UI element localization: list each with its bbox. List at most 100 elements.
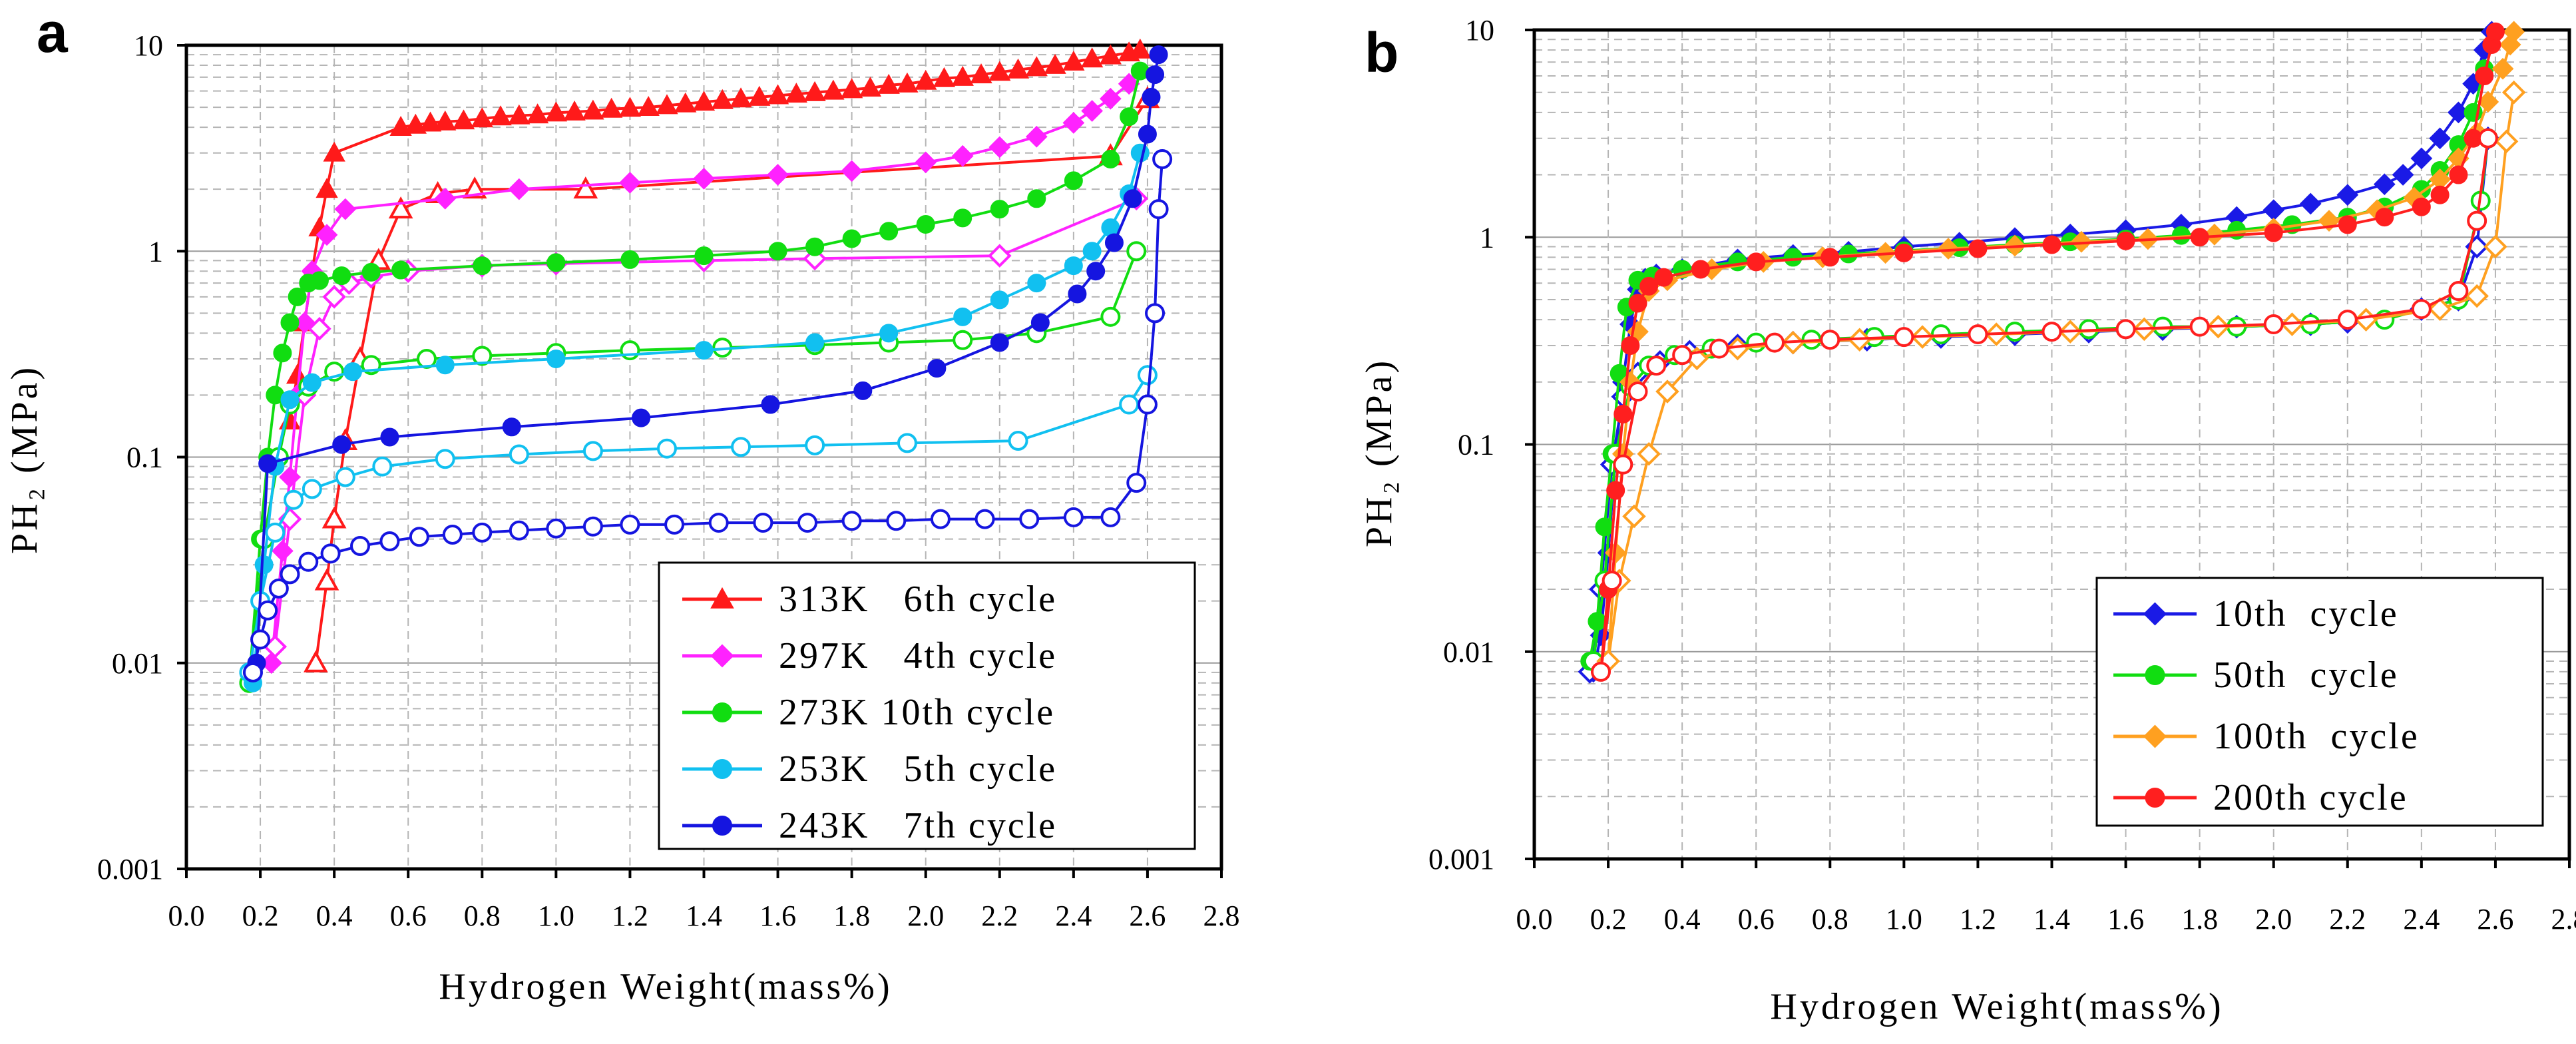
data-point-desorption (953, 330, 973, 350)
panel-a-letter: a (37, 1, 69, 64)
data-point-absorption (951, 144, 974, 167)
data-point-absorption (990, 200, 1009, 219)
series-5 (242, 45, 1173, 682)
data-point-desorption (1100, 507, 1121, 527)
data-point-absorption (389, 116, 412, 136)
legend-entry: 313K 6th cycle (682, 579, 1057, 620)
x-tick-label: 2.0 (2255, 903, 2292, 935)
series-line-absorption (270, 83, 1130, 663)
x-tick-label: 1.4 (2034, 903, 2070, 935)
data-point-absorption (343, 362, 362, 382)
data-point-absorption (1123, 189, 1142, 208)
data-point-desorption (1894, 327, 1914, 348)
data-point-absorption (1130, 143, 1150, 162)
data-point-absorption (280, 313, 300, 332)
data-point-desorption (886, 511, 907, 531)
data-point-absorption (380, 427, 399, 447)
data-point-desorption (2501, 80, 2526, 105)
legend-marker (712, 759, 732, 779)
data-point-desorption (435, 449, 455, 469)
x-tick-label: 2.6 (2477, 903, 2513, 935)
data-point-absorption (1654, 268, 1673, 287)
data-point-desorption (1119, 394, 1140, 415)
data-point-absorption (879, 222, 899, 241)
y-tick-label: 1 (1480, 221, 1494, 254)
x-tick-label: 2.0 (907, 900, 944, 932)
panel-a-x-axis-title: Hydrogen Weight(mass%) (439, 966, 892, 1007)
data-point-absorption (842, 229, 861, 248)
data-point-absorption (546, 253, 566, 272)
data-point-absorption (600, 97, 623, 118)
panel-a-ticks: 0.0 0.2 0.4 0.6 0.8 1.0 1.2 1.4 1.6 1.8 2.0 2.2 2.4 2… (97, 29, 1240, 932)
x-tick-label: 1.8 (2181, 903, 2218, 935)
x-tick-label: 0.2 (242, 900, 279, 932)
legend-marker (712, 816, 732, 836)
data-point-absorption (1099, 44, 1122, 65)
data-point-absorption (2503, 21, 2525, 43)
legend-box (2095, 577, 2544, 827)
legend-label: 200th cycle (2213, 777, 2408, 818)
data-point-absorption (877, 73, 900, 94)
panel-a: a 0.0 0.2 0.4 0.6 0.8 1.0 1.2 1.4 1.6 1.8 2.0 2.2 2.… (4, 1, 1240, 1007)
data-point-absorption (2070, 230, 2093, 253)
data-point-absorption (637, 96, 660, 117)
legend-marker (2145, 788, 2165, 808)
data-point-absorption (1062, 51, 1085, 71)
data-point-desorption (2467, 210, 2487, 231)
data-point-desorption (1148, 199, 1169, 220)
x-tick-label: 0.6 (1738, 903, 1775, 935)
legend-marker (710, 587, 734, 609)
legend-label: 253K 5th cycle (779, 748, 1057, 790)
data-point-absorption (2338, 215, 2357, 234)
x-tick-label: 1.0 (538, 900, 574, 932)
data-point-absorption (273, 344, 292, 363)
data-point-absorption (1639, 276, 1659, 296)
data-point-absorption (766, 84, 789, 105)
data-point-desorption (284, 489, 304, 510)
data-point-absorption (1068, 284, 1087, 304)
data-point-desorption (320, 543, 341, 564)
series-1 (278, 38, 1160, 672)
data-point-absorption (1146, 65, 1165, 85)
data-point-absorption (419, 111, 442, 132)
x-tick-label: 1.4 (686, 900, 722, 932)
x-tick-label: 1.0 (1886, 903, 1922, 935)
data-point-absorption (1621, 336, 1640, 355)
data-point-absorption (452, 109, 475, 130)
data-point-absorption (951, 65, 974, 86)
data-point-absorption (391, 260, 411, 280)
data-point-absorption (1082, 242, 1102, 261)
y-tick-label: 0.01 (112, 647, 163, 680)
data-point-absorption (805, 237, 825, 256)
data-point-absorption (2264, 223, 2283, 242)
data-point-desorption (708, 513, 729, 533)
legend-label: 313K 6th cycle (779, 579, 1057, 620)
data-point-absorption (471, 107, 493, 128)
data-point-desorption (753, 513, 773, 533)
data-point-absorption (2203, 223, 2226, 246)
data-point-desorption (2354, 308, 2378, 332)
data-point-absorption (1120, 107, 1139, 127)
data-point-desorption (1968, 324, 1988, 345)
data-point-absorption (435, 356, 455, 375)
data-point-absorption (434, 110, 457, 130)
data-point-absorption (2042, 235, 2061, 254)
legend-entry: 243K 7th cycle (682, 805, 1055, 846)
data-point-absorption (1691, 260, 1710, 279)
data-point-desorption (1063, 507, 1084, 527)
data-point-absorption (841, 160, 863, 182)
data-point-desorption (1145, 303, 1166, 324)
data-point-desorption (1590, 661, 1611, 682)
data-point-desorption (304, 650, 328, 672)
x-tick-label: 1.8 (833, 900, 870, 932)
x-tick-label: 2.2 (2329, 903, 2366, 935)
data-point-absorption (1149, 45, 1168, 65)
data-point-absorption (1101, 149, 1120, 168)
data-point-absorption (803, 81, 826, 101)
series-line-absorption (248, 71, 1142, 683)
data-point-desorption (509, 520, 529, 541)
data-point-desorption (582, 516, 603, 537)
data-point-desorption (930, 509, 951, 529)
x-tick-label: 0.8 (1812, 903, 1848, 935)
data-point-absorption (2116, 231, 2135, 250)
